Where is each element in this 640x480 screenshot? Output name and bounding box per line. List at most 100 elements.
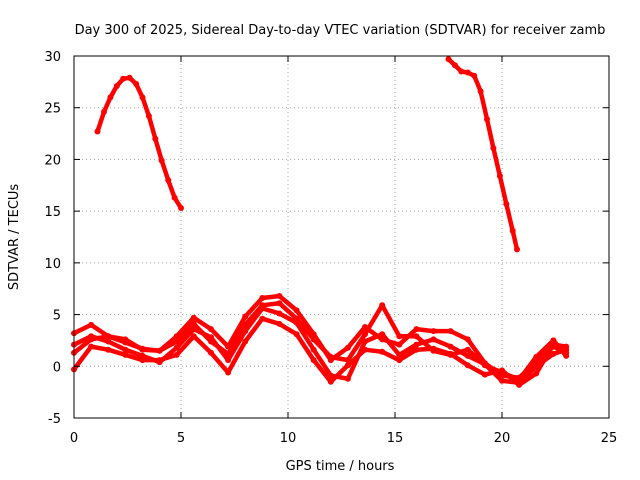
data-point [464,352,471,359]
x-tick-label: 25 [601,431,618,446]
data-point [490,145,497,152]
data-point [242,313,249,320]
data-point [413,346,420,353]
y-tick-label: 30 [44,50,61,65]
data-point [122,351,129,358]
data-point [516,381,523,388]
data-point [113,83,120,89]
data-point [293,307,300,314]
data-point [225,369,232,376]
y-axis-label: SDTVAR / TECUs [7,184,22,291]
data-point [533,354,540,360]
x-tick-label: 5 [177,431,185,446]
data-point [563,343,570,350]
data-point [190,314,197,321]
data-point [413,341,420,348]
y-tick-label: 5 [53,309,61,324]
data-point [105,333,112,340]
data-point [126,74,133,81]
data-point [208,338,214,345]
data-point [94,128,101,135]
data-point [145,113,152,119]
y-tick-label: -5 [48,412,61,427]
data-point [107,94,114,101]
data-point [496,173,503,179]
data-point [310,336,317,343]
data-point [344,375,351,382]
data-point [276,310,283,317]
data-point [173,338,180,345]
y-tick-label: 15 [44,205,61,220]
data-point [516,376,523,383]
data-point [445,56,452,63]
data-point [464,69,471,76]
data-point [178,205,184,211]
data-point [563,352,570,359]
data-point [458,68,465,75]
data-point [430,328,437,335]
series-low-4 [71,300,570,383]
data-point [88,336,95,343]
data-point [208,349,214,356]
data-point [464,336,471,343]
data-point [208,326,214,333]
x-tick-label: 15 [387,431,404,446]
data-point [499,369,505,376]
data-point [413,333,420,340]
data-point [259,302,266,309]
data-point [509,227,516,234]
grid [74,56,609,418]
data-point [276,320,283,327]
data-point [396,351,403,358]
data-point [120,75,127,82]
data-point [259,295,266,301]
data-point [310,346,317,353]
data-point [430,336,437,343]
data-point [105,346,112,353]
data-point [173,344,180,351]
data-point [396,341,403,348]
data-point [499,377,505,384]
data-point [276,293,283,299]
x-tick-label: 10 [280,431,297,446]
series-line [446,56,520,252]
data-point [158,157,165,164]
data-point [293,315,300,322]
data-point [171,194,178,201]
data-point [139,357,146,364]
data-point [362,331,368,338]
data-point [396,357,403,364]
y-tick-label: 20 [44,153,61,168]
data-point [293,331,300,338]
series-arc-a [94,74,184,211]
series-arc-b [445,56,520,253]
data-point [464,346,471,353]
data-point [481,371,488,378]
data-point [503,200,510,207]
data-point [430,347,437,354]
x-axis-label: GPS time / hours [286,459,395,474]
data-point [242,321,249,328]
series-layer [71,56,570,388]
data-point [276,300,283,307]
data-point [88,321,95,328]
x-tick-label: 0 [70,431,78,446]
data-point [101,108,107,115]
data-point [451,62,458,69]
data-point [105,338,112,345]
data-point [327,354,334,360]
data-point [447,351,454,358]
data-point [379,331,386,338]
data-point [122,346,129,353]
data-point [379,302,386,309]
y-tick-label: 0 [53,360,61,375]
data-point [379,348,386,355]
data-point [165,177,172,184]
data-point [550,350,557,357]
data-point [156,347,163,354]
data-point [310,357,317,364]
chart-title: Day 300 of 2025, Sidereal Day-to-day VTE… [75,23,606,38]
y-tick-label: 25 [44,102,61,117]
data-point [344,357,351,364]
